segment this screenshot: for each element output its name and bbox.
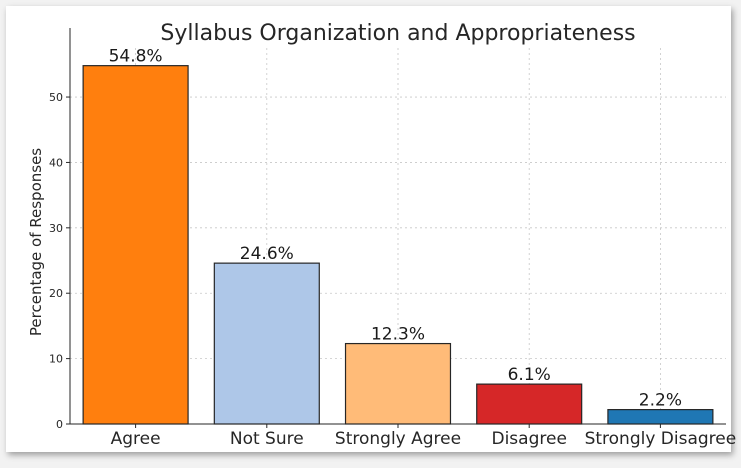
bar-chart: 54.8% 24.6% 12.3% 6.1% 2.2% 0 10 20 30 40 50 Agree… — [27, 21, 736, 449]
y-tick-label: 40 — [49, 156, 63, 169]
y-tick-label: 50 — [49, 91, 63, 104]
bar — [476, 383, 583, 425]
data-label: 2.2% — [639, 391, 682, 411]
bar — [213, 262, 320, 425]
x-tick-label: Disagree — [491, 429, 566, 449]
data-label: 24.6% — [240, 244, 294, 264]
bar-layer: 54.8% 24.6% 12.3% 6.1% 2.2% — [82, 47, 714, 425]
x-tick-label: Agree — [111, 429, 161, 449]
bar — [82, 65, 189, 425]
axis-layer: 0 10 20 30 40 50 Agree Not Sure Strongly Agree Di… — [49, 28, 736, 449]
data-label: 6.1% — [508, 365, 551, 385]
y-tick-label: 20 — [49, 287, 63, 300]
y-axis-label: Percentage of Responses — [27, 148, 45, 336]
x-tick-label: Not Sure — [230, 429, 304, 449]
chart-frame: 54.8% 24.6% 12.3% 6.1% 2.2% 0 10 20 30 40 50 Agree… — [6, 6, 736, 452]
chart-title: Syllabus Organization and Appropriatenes… — [160, 21, 635, 46]
x-tick-label: Strongly Agree — [335, 429, 461, 449]
bar — [344, 342, 452, 425]
data-label: 12.3% — [371, 325, 425, 345]
x-tick-label: Strongly Disagree — [585, 429, 737, 449]
y-tick-label: 10 — [49, 353, 63, 366]
y-tick-label: 30 — [49, 222, 63, 235]
data-label: 54.8% — [109, 47, 163, 67]
bar — [607, 409, 714, 425]
y-tick-label: 0 — [56, 418, 63, 431]
